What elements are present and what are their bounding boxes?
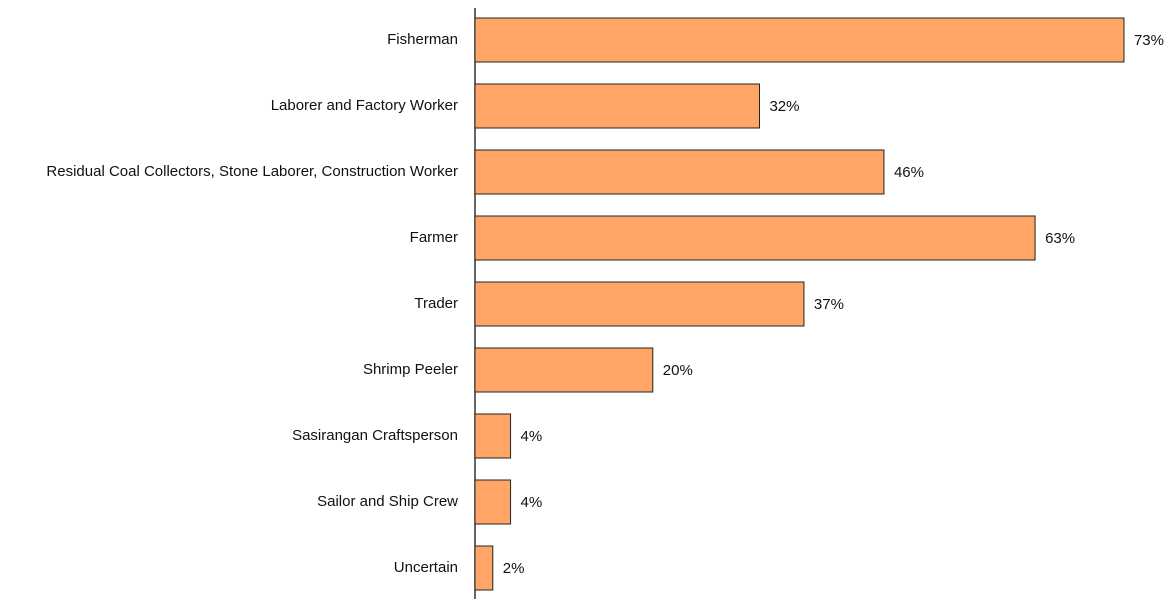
value-label: 46% — [894, 164, 924, 181]
category-label: Uncertain — [394, 559, 458, 576]
category-label: Sailor and Ship Crew — [317, 493, 458, 510]
category-label: Fisherman — [387, 31, 458, 48]
bar — [474, 413, 512, 459]
bar — [474, 149, 885, 195]
value-label: 4% — [521, 428, 543, 445]
value-label: 20% — [663, 362, 693, 379]
value-label: 4% — [521, 494, 543, 511]
value-label: 37% — [814, 296, 844, 313]
category-label: Farmer — [410, 229, 458, 246]
category-label: Residual Coal Collectors, Stone Laborer,… — [46, 163, 458, 180]
value-label: 73% — [1134, 32, 1164, 49]
bar — [474, 545, 494, 591]
category-label: Sasirangan Craftsperson — [292, 427, 458, 444]
value-label: 2% — [503, 560, 525, 577]
category-label: Trader — [414, 295, 458, 312]
value-label: 63% — [1045, 230, 1075, 247]
category-label: Shrimp Peeler — [363, 361, 458, 378]
bar — [474, 83, 760, 129]
category-label: Laborer and Factory Worker — [271, 97, 458, 114]
bar — [474, 281, 805, 327]
value-label: 32% — [769, 98, 799, 115]
bar — [474, 215, 1036, 261]
bar — [474, 479, 512, 525]
bar — [474, 347, 654, 393]
bar — [474, 17, 1125, 63]
